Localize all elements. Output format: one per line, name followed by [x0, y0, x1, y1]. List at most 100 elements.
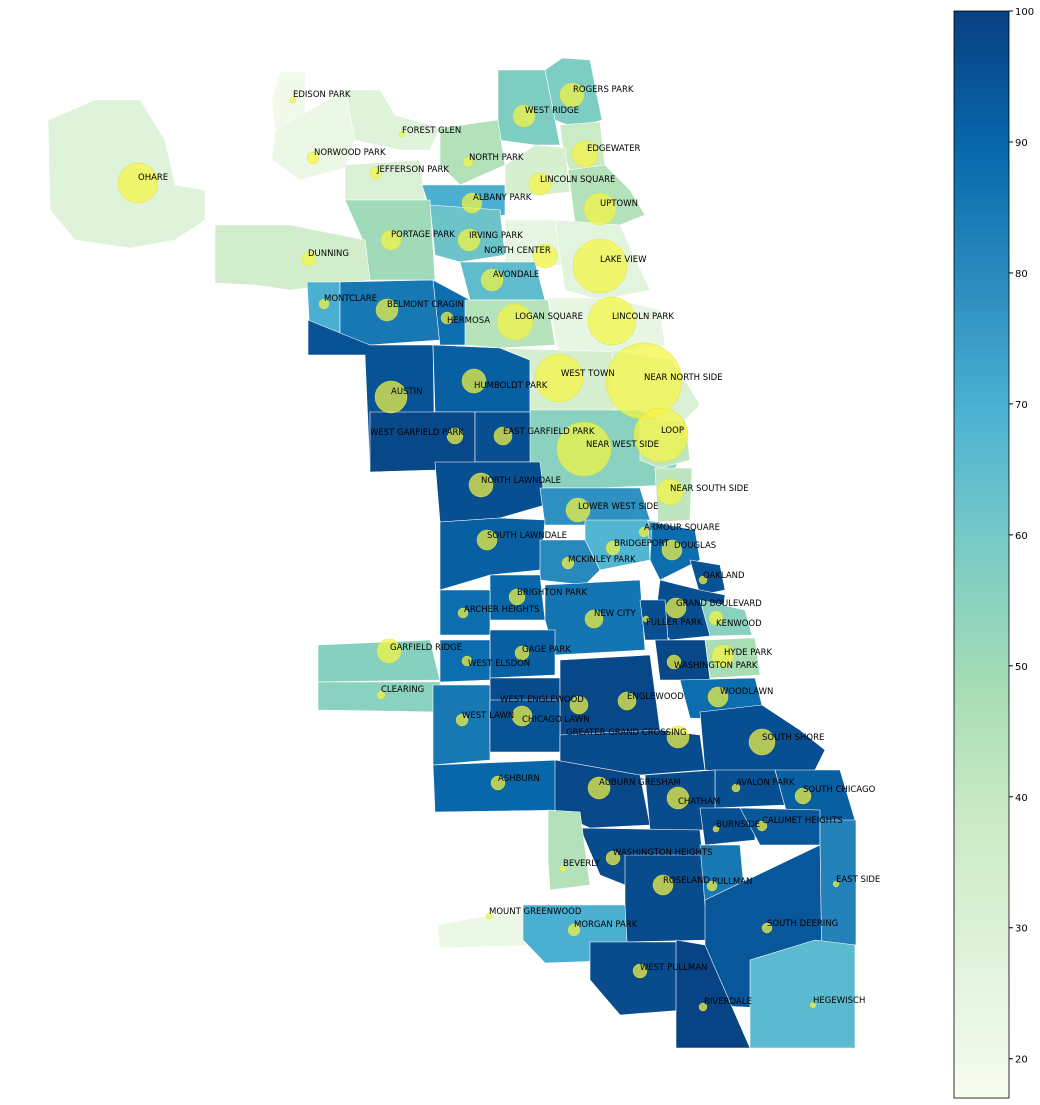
label-north-center: NORTH CENTER	[484, 246, 551, 256]
colorbar-tick-label-100: 100	[1015, 7, 1034, 18]
bubble-west-town	[534, 353, 584, 403]
bubble-hermosa	[440, 311, 454, 325]
bubble-fuller-park	[642, 615, 650, 623]
label-oakland: OAKLAND	[703, 571, 745, 581]
area-forest-glen	[344, 89, 441, 151]
colorbar-tick-label-80: 80	[1015, 269, 1028, 280]
bubble-mckinley-park	[561, 556, 575, 570]
label-mckinley-park: MCKINLEY PARK	[568, 555, 636, 565]
label-near-south-side: NEAR SOUTH SIDE	[670, 484, 749, 494]
bubble-avondale	[480, 268, 504, 292]
label-forest-glen: FOREST GLEN	[402, 126, 461, 136]
area-roseland	[624, 854, 711, 943]
colorbar-tick-label-30: 30	[1015, 924, 1028, 935]
bubble-portage-park	[380, 229, 402, 251]
label-loop: LOOP	[661, 426, 684, 436]
bubble-west-lawn	[455, 713, 469, 727]
label-kenwood: KENWOOD	[716, 619, 762, 629]
bubble-washington-heights	[605, 850, 621, 866]
label-brighton-park: BRIGHTON PARK	[517, 588, 587, 598]
label-south-chicago: SOUTH CHICAGO	[803, 785, 876, 795]
label-hegewisch: HEGEWISCH	[813, 996, 865, 1006]
bubble-avalon-park	[731, 783, 741, 793]
label-east-garfield-park: EAST GARFIELD PARK	[503, 427, 595, 437]
bubble-calumet-heights	[756, 820, 768, 832]
label-avalon-park: AVALON PARK	[736, 778, 795, 788]
label-englewood: ENGLEWOOD	[627, 692, 684, 702]
area-burnside	[699, 807, 756, 846]
label-burnside: BURNSIDE	[716, 820, 760, 830]
label-auburn-gresham: AUBURN GRESHAM	[599, 778, 681, 788]
label-near-west-side: NEAR WEST SIDE	[586, 440, 659, 450]
bubble-west-elsdon	[461, 655, 473, 667]
label-albany-park: ALBANY PARK	[473, 193, 532, 203]
label-grand-boulevard: GRAND BOULEVARD	[676, 599, 762, 609]
bubble-logan-square	[496, 303, 534, 341]
label-roseland: ROSELAND	[663, 876, 710, 886]
population-bubbles	[117, 82, 840, 1012]
label-new-city: NEW CITY	[594, 609, 636, 619]
bubble-rogers-park	[559, 82, 585, 108]
area-labels: EDISON PARK ROGERS PARK WEST RIDGE FOREST G…	[138, 85, 880, 1007]
label-south-lawndale: SOUTH LAWNDALE	[487, 531, 567, 541]
bubble-south-deering	[761, 922, 773, 934]
label-woodlawn: WOODLAWN	[720, 687, 773, 697]
label-fuller-park: FULLER PARK	[646, 618, 703, 628]
bubble-auburn-gresham	[587, 776, 611, 800]
label-lower-west-side: LOWER WEST SIDE	[578, 502, 658, 512]
label-montclare: MONTCLARE	[324, 294, 377, 304]
bubble-austin	[374, 380, 408, 414]
bubble-dunning	[301, 251, 317, 267]
bubble-uptown	[583, 192, 617, 226]
label-west-pullman: WEST PULLMAN	[640, 963, 707, 973]
bubble-archer-heights	[457, 607, 469, 619]
bubble-edgewater	[571, 140, 599, 168]
label-south-deering: SOUTH DEERING	[767, 919, 838, 929]
bubble-armour-square	[638, 526, 650, 538]
bubble-montclare	[318, 298, 330, 310]
label-clearing: CLEARING	[381, 685, 424, 695]
bubble-north-park	[462, 156, 474, 168]
colorbar-tick-label-50: 50	[1015, 662, 1028, 673]
bubble-chatham	[666, 786, 690, 810]
bubble-ohare	[117, 162, 159, 204]
bubble-morgan-park	[567, 923, 581, 937]
label-west-ridge: WEST RIDGE	[525, 106, 579, 116]
bubble-east-garfield-park	[493, 426, 513, 446]
bubble-south-shore	[748, 728, 776, 756]
bubble-irving-park	[457, 228, 481, 252]
label-chicago-lawn: CHICAGO LAWN	[522, 715, 589, 725]
area-west-pullman	[589, 941, 686, 1016]
label-irving-park: IRVING PARK	[469, 231, 523, 241]
colorbar-ticks: 20 30 40 50 60 70 80 90 100	[1009, 7, 1034, 1066]
bubble-pullman	[706, 880, 718, 892]
bubble-washington-park	[666, 654, 682, 670]
label-morgan-park: MORGAN PARK	[574, 920, 638, 930]
label-douglas: DOUGLAS	[674, 541, 716, 551]
bubble-chicago-lawn	[511, 705, 533, 727]
label-gage-park: GAGE PARK	[522, 645, 571, 655]
colorbar-tick-label-90: 90	[1015, 138, 1028, 149]
label-near-north-side: NEAR NORTH SIDE	[644, 373, 723, 383]
bubble-loop	[633, 407, 689, 463]
bubble-hyde-park	[711, 644, 735, 668]
label-dunning: DUNNING	[308, 249, 349, 259]
label-south-shore: SOUTH SHORE	[762, 733, 824, 743]
label-lincoln-park: LINCOLN PARK	[612, 312, 674, 322]
area-beverly	[547, 809, 591, 891]
area-north-park	[439, 119, 506, 186]
label-armour-square: ARMOUR SQUARE	[644, 523, 720, 533]
label-washington-heights: WASHINGTON HEIGHTS	[613, 848, 712, 858]
label-norwood-park: NORWOOD PARK	[314, 148, 386, 158]
label-archer-heights: ARCHER HEIGHTS	[464, 605, 539, 615]
bubble-edison-park	[289, 96, 297, 104]
bubble-burnside	[712, 825, 720, 833]
bubble-north-lawndale	[468, 472, 494, 498]
bubble-hegewisch	[809, 1001, 817, 1009]
label-west-garfield-park: WEST GARFIELD PARK	[370, 428, 464, 438]
label-west-elsdon: WEST ELSDON	[468, 659, 530, 669]
label-hyde-park: HYDE PARK	[724, 648, 773, 658]
community-areas	[47, 57, 857, 1049]
bubble-grand-boulevard	[665, 597, 687, 619]
bubble-brighton-park	[508, 588, 526, 606]
